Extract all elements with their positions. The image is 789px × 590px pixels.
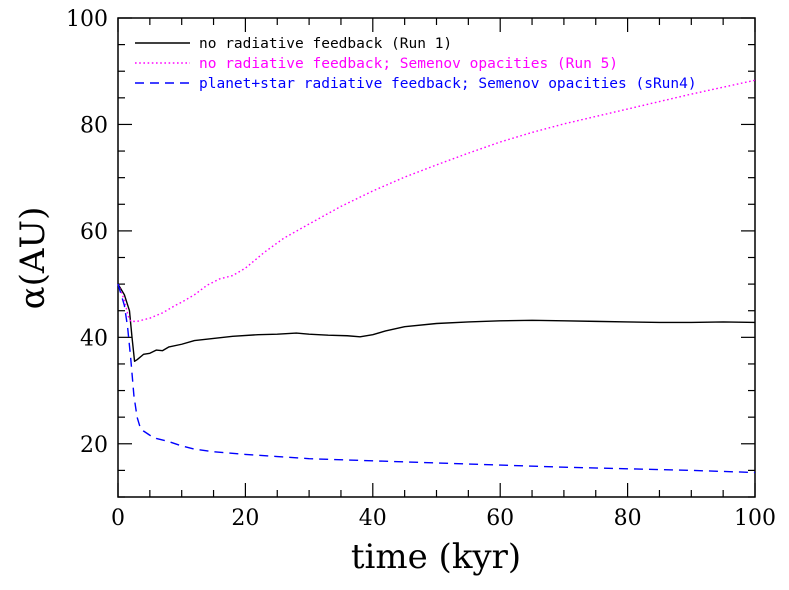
y-tick-label: 20 — [80, 433, 108, 458]
x-tick-label: 40 — [359, 506, 387, 531]
series-lines — [117, 79, 756, 474]
x-axis-title: time (kyr) — [351, 537, 521, 577]
legend: no radiative feedback (Run 1) no radiativ… — [135, 36, 697, 92]
y-tick-label: 40 — [80, 326, 108, 351]
x-tick-label: 0 — [111, 506, 125, 531]
x-tick-label: 80 — [614, 506, 642, 531]
y-tick-label: 60 — [80, 220, 108, 245]
x-tick-label: 100 — [734, 506, 776, 531]
y-tick-label: 100 — [66, 7, 108, 32]
y-axis-title: α(AU) — [13, 207, 53, 310]
legend-label: no radiative feedback (Run 1) — [199, 36, 452, 52]
legend-label: no radiative feedback; Semenov opacities… — [199, 56, 618, 72]
series-line-2 — [117, 79, 756, 323]
tick-labels: 0 20 40 60 80 100 20 40 60 80 100 — [66, 7, 776, 531]
legend-label: planet+star radiative feedback; Semenov … — [199, 76, 697, 92]
x-tick-label: 20 — [231, 506, 259, 531]
x-tick-label: 60 — [486, 506, 514, 531]
y-tick-label: 80 — [80, 113, 108, 138]
series-line-3 — [117, 283, 756, 474]
series-line-1 — [117, 283, 756, 362]
axis-ticks — [117, 17, 756, 498]
